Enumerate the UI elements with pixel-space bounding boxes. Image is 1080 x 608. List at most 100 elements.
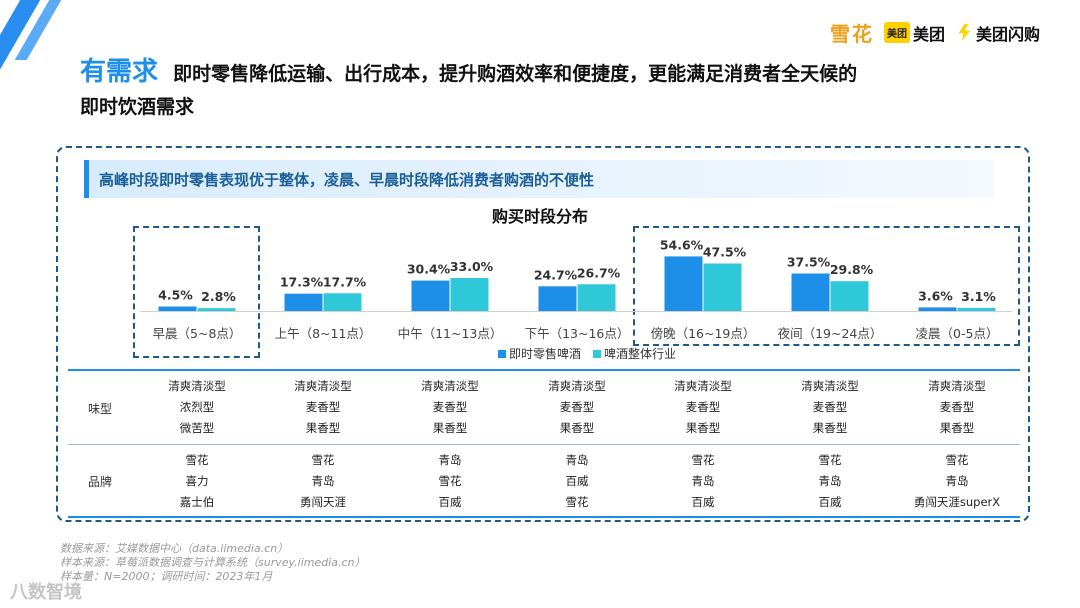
data-label-industry-0: 2.8% [201, 289, 236, 304]
watermark: 八数智境 [10, 582, 82, 603]
taste-item: 清爽清淡型 [294, 379, 352, 393]
brand-cell-3: 青岛 百威 雪花 [522, 450, 632, 513]
brand-item: 青岛 [438, 453, 462, 467]
brand-item: 雪花 [311, 453, 335, 467]
taste-cell-1: 清爽清淡型麦香型果香型 [268, 376, 378, 439]
highlight-box-evening [633, 226, 1020, 346]
brand-item: 青岛 [565, 453, 589, 467]
bar-industry-6 [957, 307, 996, 311]
bar-retail-0 [158, 306, 197, 311]
taste-item: 麦香型 [305, 400, 341, 414]
brand-item: 青岛 [818, 474, 842, 488]
taste-item: 麦香型 [812, 400, 848, 414]
taste-item: 果香型 [305, 421, 341, 435]
bar-industry-0 [197, 308, 236, 311]
footer-sample-size: 样本量：N=2000；调研时间：2023年1月 [60, 570, 273, 583]
taste-cell-4: 清爽清淡型 麦香型 果香型 [648, 376, 758, 439]
legend-label-retail: 即时零售啤酒 [509, 347, 582, 361]
meituan-logo: 美团 美团 [883, 21, 945, 45]
taste-item: 清爽清淡型 [548, 379, 606, 393]
brand-item: 青岛 [691, 474, 715, 488]
taste-item: 果香型 [432, 421, 468, 435]
highlight-box-morning [133, 226, 260, 358]
snow-logo: 雪花 [829, 22, 874, 46]
chart-title: 购买时段分布 [491, 207, 588, 226]
category-label-1: 上午（8~11点） [275, 326, 372, 341]
row-label-taste: 味型 [88, 402, 113, 416]
brand-cell-0: 雪花 喜力 嘉士伯 [142, 450, 252, 513]
bar-industry-3 [577, 284, 616, 311]
data-label-retail-1: 17.3% [280, 275, 324, 290]
category-label-4: 傍晚（16~19点） [651, 326, 756, 341]
row-label-brand: 品牌 [88, 475, 113, 489]
brand-item: 雪花 [438, 474, 462, 488]
brand-item: 百威 [818, 495, 842, 509]
shangou-logo: 美团闪购 [955, 21, 1040, 45]
brand-item: 嘉士伯 [179, 495, 215, 509]
brand-item: 雪花 [691, 453, 715, 467]
bolt-icon [958, 23, 971, 42]
data-label-retail-6: 3.6% [918, 288, 953, 303]
taste-cell-2: 清爽清淡型麦香型果香型 [395, 376, 505, 439]
bar-retail-4 [664, 256, 703, 311]
taste-item: 清爽清淡型 [801, 379, 859, 393]
data-label-retail-2: 30.4% [407, 262, 451, 277]
bar-retail-6 [918, 307, 957, 311]
category-label-5: 夜间（19~24点） [778, 326, 883, 341]
shangou-text: 美团闪购 [975, 24, 1040, 44]
meituan-text: 美团 [912, 24, 945, 44]
taste-item: 清爽清淡型 [421, 379, 479, 393]
brand-item: 雪花 [185, 453, 209, 467]
taste-item: 果香型 [939, 421, 975, 435]
insight-banner: 高峰时段即时零售表现优于整体，凌晨、早晨时段降低消费者购酒的不便性 [84, 160, 994, 198]
bar-industry-5 [830, 281, 869, 311]
brand-item: 雪花 [818, 453, 842, 467]
bar-industry-2 [450, 278, 489, 311]
category-label-6: 凌晨（0-5点） [916, 326, 999, 341]
headline-line2: 即时饮酒需求 [80, 96, 195, 118]
meituan-badge: 美团 [883, 22, 910, 43]
taste-item: 麦香型 [685, 400, 721, 414]
legend-item-retail: 即时零售啤酒 [498, 345, 581, 362]
footer-source: 数据来源：艾媒数据中心（data.iimedia.cn） [60, 542, 289, 555]
taste-item: 清爽清淡型 [168, 379, 226, 393]
bar-chart: 4.5% 2.8% 早晨（5~8点） 17.3% 17.7% 上午（8~11点） 30.4%… [140, 237, 1012, 341]
data-label-industry-4: 47.5% [703, 245, 747, 260]
brand-item: 百威 [565, 474, 589, 488]
data-label-retail-4: 54.6% [660, 237, 704, 252]
banner-text: 高峰时段即时零售表现优于整体，凌晨、早晨时段降低消费者购酒的不便性 [99, 171, 595, 189]
brand-item: 百威 [438, 495, 462, 509]
legend-label-industry: 啤酒整体行业 [604, 347, 677, 361]
table-mid-rule [68, 444, 1020, 445]
brand-item: 青岛 [311, 474, 335, 488]
data-label-industry-6: 3.1% [961, 289, 996, 304]
brand-item: 勇闯天涯 [300, 495, 346, 509]
brand-item: 青岛 [945, 474, 969, 488]
content-frame [56, 146, 1030, 522]
category-label-0: 早晨（5~8点） [153, 326, 242, 341]
brand-item: 百威 [691, 495, 715, 509]
data-label-retail-3: 24.7% [534, 267, 578, 282]
taste-cell-3: 清爽清淡型 麦香型 果香型 [522, 376, 632, 439]
brand-cell-5: 雪花 青岛 百威 [775, 450, 885, 513]
taste-cell-5: 清爽清淡型 麦香型 果香型 [775, 376, 885, 439]
category-label-2: 中午（11~13点） [398, 326, 503, 341]
bar-industry-4 [703, 263, 742, 311]
taste-cell-0: 清爽清淡型 浓烈型 微苦型 [142, 376, 252, 439]
legend-swatch-retail [498, 349, 506, 358]
table-top-rule [68, 369, 1020, 371]
data-label-industry-1: 17.7% [323, 274, 367, 289]
table-bottom-rule [68, 516, 1020, 518]
bar-retail-5 [791, 273, 830, 311]
taste-item: 清爽清淡型 [928, 379, 986, 393]
taste-item: 果香型 [559, 421, 595, 435]
bar-retail-3 [538, 286, 577, 311]
taste-item: 麦香型 [432, 400, 468, 414]
bar-retail-1 [284, 293, 323, 311]
brand-item: 雪花 [945, 453, 969, 467]
category-label-3: 下午（13~16点） [525, 326, 630, 341]
footer-sample-source: 样本来源：草莓派数据调查与计算系统（survey.iimedia.cn） [60, 556, 366, 569]
taste-item: 麦香型 [939, 400, 975, 414]
logo-bar: 雪花 美团 美团 美团闪购 [830, 18, 1040, 47]
brand-cell-1: 雪花 青岛 勇闯天涯 [268, 450, 378, 513]
